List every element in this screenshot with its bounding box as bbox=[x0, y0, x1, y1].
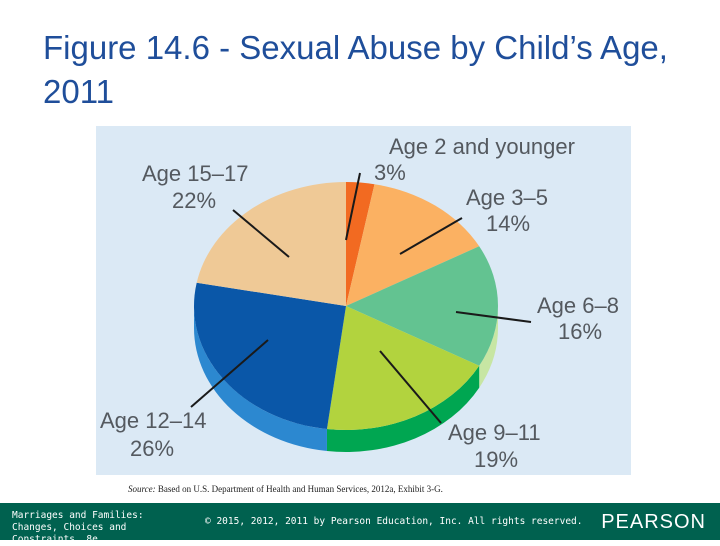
pie-slice-2 bbox=[346, 184, 480, 306]
slice-value-3: 16% bbox=[558, 319, 602, 344]
pie-side-3 bbox=[479, 306, 498, 388]
footer-copyright: © 2015, 2012, 2011 by Pearson Education,… bbox=[205, 516, 583, 527]
pie-slice-5 bbox=[194, 282, 346, 430]
pie-slice-6 bbox=[196, 182, 346, 306]
pie-slice-4 bbox=[326, 306, 480, 430]
leader-line-2 bbox=[399, 217, 463, 255]
pie-side-4 bbox=[326, 365, 480, 452]
leader-line-4 bbox=[379, 350, 442, 424]
slice-label-1: Age 2 and younger bbox=[389, 134, 575, 159]
footer-bar: Marriages and Families: Changes, Choices… bbox=[0, 503, 720, 545]
slice-value-1: 3% bbox=[374, 160, 406, 185]
slice-value-6: 22% bbox=[172, 188, 216, 213]
slide-title: Figure 14.6 - Sexual Abuse by Child’s Ag… bbox=[43, 29, 668, 110]
slice-value-5: 26% bbox=[130, 436, 174, 461]
source-prefix: Source: bbox=[128, 484, 156, 494]
pie-slices bbox=[194, 182, 498, 430]
footer-book-title: Marriages and Families: Changes, Choices… bbox=[12, 510, 144, 545]
leader-line-1 bbox=[345, 172, 361, 241]
leader-line-6 bbox=[232, 209, 290, 258]
leader-line-5 bbox=[190, 339, 269, 408]
slice-label-2: Age 3–5 bbox=[466, 185, 548, 210]
slice-label-5: Age 12–14 bbox=[100, 408, 206, 433]
pie-side-5 bbox=[194, 306, 327, 452]
slice-label-6: Age 15–17 bbox=[142, 161, 248, 186]
pie-side-walls bbox=[194, 306, 498, 452]
pie-slice-1 bbox=[346, 182, 375, 306]
pearson-logo: PEARSON bbox=[601, 511, 706, 533]
pie-chart: Age 2 and younger 3% Age 3–5 14% Age 6–8 16% A… bbox=[96, 126, 631, 475]
pie-slice-3 bbox=[346, 246, 498, 366]
source-note: Source: Based on U.S. Department of Heal… bbox=[128, 484, 443, 494]
leader-line-3 bbox=[455, 311, 532, 323]
slice-label-3: Age 6–8 bbox=[537, 293, 619, 318]
source-text: Based on U.S. Department of Health and H… bbox=[155, 484, 443, 494]
slice-value-2: 14% bbox=[486, 211, 530, 236]
slice-label-4: Age 9–11 bbox=[448, 420, 541, 445]
slice-value-4: 19% bbox=[474, 447, 518, 472]
